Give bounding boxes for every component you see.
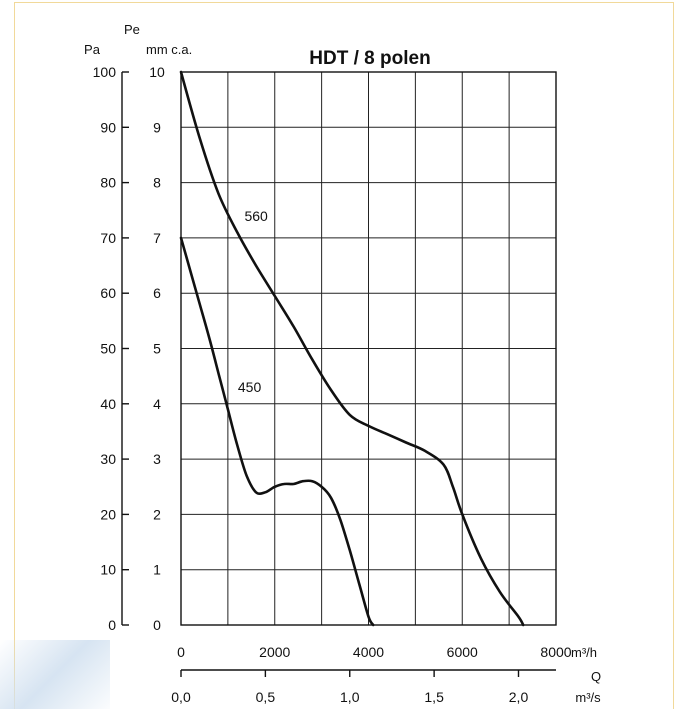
left-axis-label: Pa — [84, 42, 101, 57]
inner-axis-label-top: Pe — [124, 22, 140, 37]
mmca-tick-label: 1 — [153, 562, 161, 578]
x-unit-top: m³/h — [571, 645, 597, 660]
q-m3s-tick-label: 2,0 — [509, 689, 529, 705]
curve-label-450: 450 — [238, 379, 262, 395]
background-wash — [0, 640, 110, 709]
q-m3h-tick-label: 8000 — [540, 644, 571, 660]
q-m3s-tick-label: 0,5 — [256, 689, 276, 705]
pa-tick-label: 60 — [100, 285, 116, 301]
mmca-tick-label: 0 — [153, 617, 161, 633]
q-m3h-tick-label: 4000 — [353, 644, 384, 660]
q-m3s-tick-label: 1,0 — [340, 689, 360, 705]
mmca-tick-label: 7 — [153, 230, 161, 246]
curve-450 — [179, 236, 375, 627]
pa-tick-label: 30 — [100, 451, 116, 467]
q-m3h-tick-label: 2000 — [259, 644, 290, 660]
q-m3h-tick-label: 0 — [177, 644, 185, 660]
plot-frame — [180, 71, 557, 626]
mmca-tick-label: 10 — [149, 64, 165, 80]
mmca-tick-label: 3 — [153, 451, 161, 467]
pa-tick-label: 90 — [100, 119, 116, 135]
pa-tick-label: 80 — [100, 175, 116, 191]
q-m3h-tick-label: 6000 — [447, 644, 478, 660]
mmca-tick-label: 2 — [153, 506, 161, 522]
pa-tick-label: 20 — [100, 506, 116, 522]
mmca-tick-label: 9 — [153, 119, 161, 135]
pa-tick-label: 10 — [100, 562, 116, 578]
curve-label-560: 560 — [244, 208, 268, 224]
x-axis-label: Q — [591, 669, 601, 684]
pa-tick-label: 70 — [100, 230, 116, 246]
pa-tick-label: 50 — [100, 341, 116, 357]
chart-frame — [14, 2, 674, 709]
mmca-tick-label: 6 — [153, 285, 161, 301]
pa-tick-label: 100 — [93, 64, 117, 80]
inner-axis-label: mm c.a. — [146, 42, 192, 57]
pa-tick-label: 0 — [108, 617, 116, 633]
chart-title: HDT / 8 polen — [309, 48, 430, 69]
pa-tick-label: 40 — [100, 396, 116, 412]
mmca-tick-label: 5 — [153, 341, 161, 357]
q-m3s-tick-label: 0,0 — [171, 689, 191, 705]
q-m3s-tick-label: 1,5 — [424, 689, 444, 705]
mmca-tick-label: 4 — [153, 396, 161, 412]
x-unit-bottom: m³/s — [575, 690, 601, 705]
mmca-tick-label: 8 — [153, 175, 161, 191]
curve-560 — [179, 70, 525, 627]
